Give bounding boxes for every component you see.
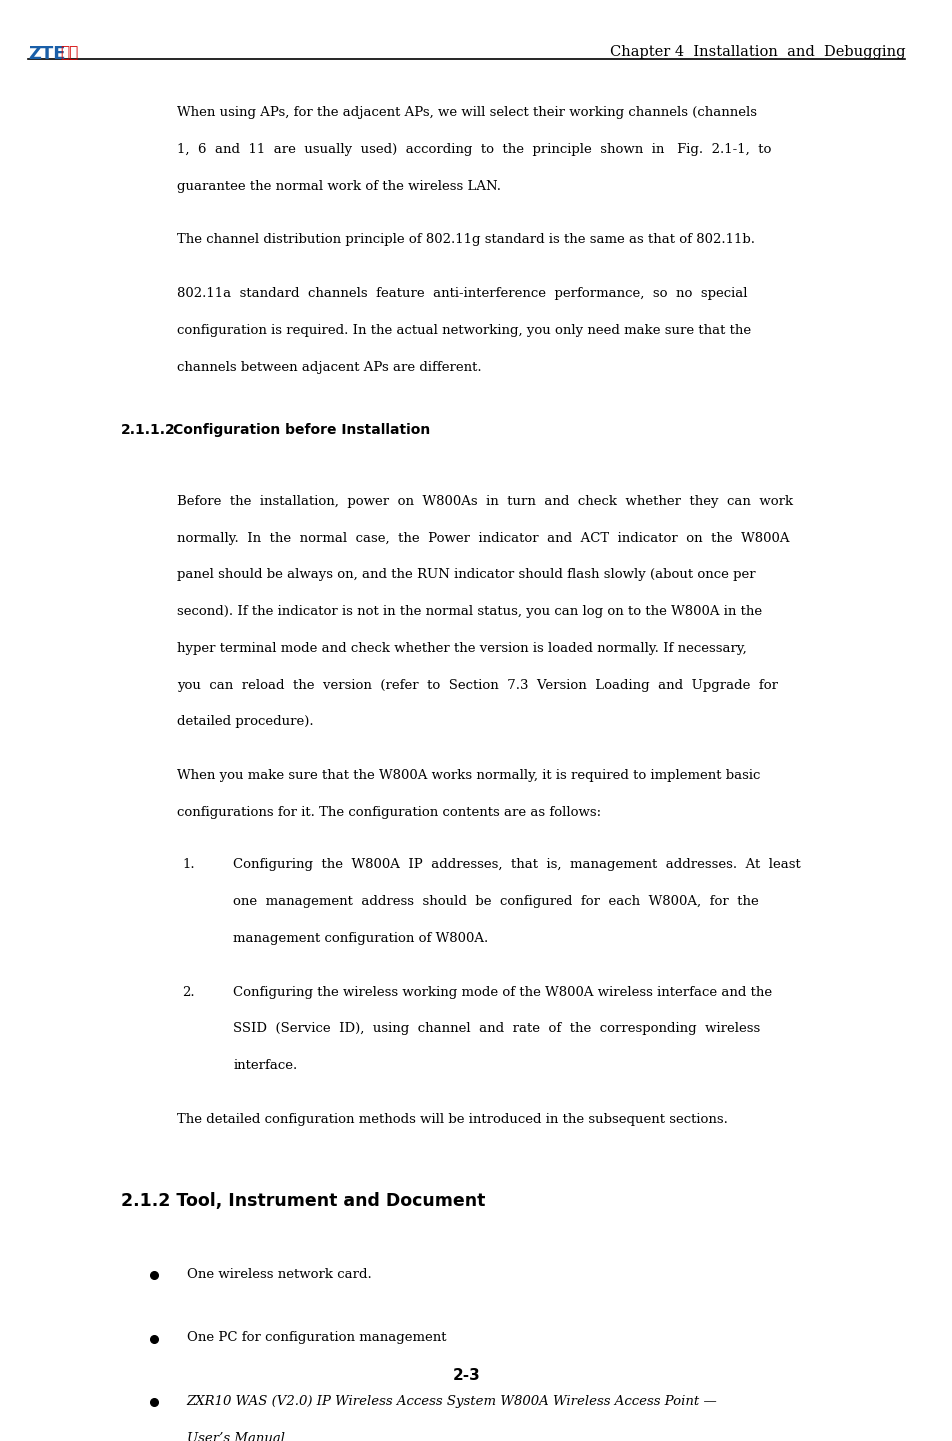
Text: When you make sure that the W800A works normally, it is required to implement ba: When you make sure that the W800A works … [177, 769, 761, 782]
Text: SSID  (Service  ID),  using  channel  and  rate  of  the  corresponding  wireles: SSID (Service ID), using channel and rat… [233, 1022, 761, 1035]
Text: When using APs, for the adjacent APs, we will select their working channels (cha: When using APs, for the adjacent APs, we… [177, 107, 758, 120]
Text: The detailed configuration methods will be introduced in the subsequent sections: The detailed configuration methods will … [177, 1112, 728, 1125]
Text: ZTE: ZTE [28, 45, 66, 63]
Text: second). If the indicator is not in the normal status, you can log on to the W80: second). If the indicator is not in the … [177, 605, 763, 618]
Text: 2-3: 2-3 [453, 1368, 481, 1383]
Text: 802.11a  standard  channels  feature  anti-interference  performance,  so  no  s: 802.11a standard channels feature anti-i… [177, 287, 748, 300]
Text: Configuring the wireless working mode of the W800A wireless interface and the: Configuring the wireless working mode of… [233, 986, 772, 999]
Text: configuration is required. In the actual networking, you only need make sure tha: configuration is required. In the actual… [177, 324, 751, 337]
Text: User’s Manual: User’s Manual [187, 1432, 285, 1441]
Text: Configuring  the  W800A  IP  addresses,  that  is,  management  addresses.  At  : Configuring the W800A IP addresses, that… [233, 859, 802, 872]
Text: Before  the  installation,  power  on  W800As  in  turn  and  check  whether  th: Before the installation, power on W800As… [177, 494, 793, 507]
Text: One PC for configuration management: One PC for configuration management [187, 1331, 446, 1344]
Text: 1,  6  and  11  are  usually  used)  according  to  the  principle  shown  in   : 1, 6 and 11 are usually used) according … [177, 143, 772, 156]
Text: one  management  address  should  be  configured  for  each  W800A,  for  the: one management address should be configu… [233, 895, 759, 908]
Text: channels between adjacent APs are different.: channels between adjacent APs are differ… [177, 360, 482, 373]
Text: Chapter 4  Installation  and  Debugging: Chapter 4 Installation and Debugging [610, 45, 905, 59]
Text: hyper terminal mode and check whether the version is loaded normally. If necessa: hyper terminal mode and check whether th… [177, 641, 747, 656]
Text: 2.1.2 Tool, Instrument and Document: 2.1.2 Tool, Instrument and Document [121, 1192, 486, 1210]
Text: panel should be always on, and the RUN indicator should flash slowly (about once: panel should be always on, and the RUN i… [177, 568, 756, 581]
Text: guarantee the normal work of the wireless LAN.: guarantee the normal work of the wireles… [177, 180, 502, 193]
Text: ZXR10 WAS (V2.0) IP Wireless Access System W800A Wireless Access Point —: ZXR10 WAS (V2.0) IP Wireless Access Syst… [187, 1395, 718, 1408]
Text: interface.: interface. [233, 1059, 298, 1072]
Text: The channel distribution principle of 802.11g standard is the same as that of 80: The channel distribution principle of 80… [177, 233, 755, 246]
Text: Configuration before Installation: Configuration before Installation [172, 422, 430, 437]
Text: One wireless network card.: One wireless network card. [187, 1268, 371, 1281]
Text: you  can  reload  the  version  (refer  to  Section  7.3  Version  Loading  and : you can reload the version (refer to Sec… [177, 679, 779, 692]
Text: normally.  In  the  normal  case,  the  Power  indicator  and  ACT  indicator  o: normally. In the normal case, the Power … [177, 532, 790, 545]
Text: 1.: 1. [182, 859, 194, 872]
Text: configurations for it. The configuration contents are as follows:: configurations for it. The configuration… [177, 806, 602, 818]
Text: 2.1.1.2: 2.1.1.2 [121, 422, 176, 437]
Text: detailed procedure).: detailed procedure). [177, 716, 314, 729]
Text: 中兴: 中兴 [61, 45, 79, 61]
Text: management configuration of W800A.: management configuration of W800A. [233, 932, 488, 945]
Text: 2.: 2. [182, 986, 194, 999]
